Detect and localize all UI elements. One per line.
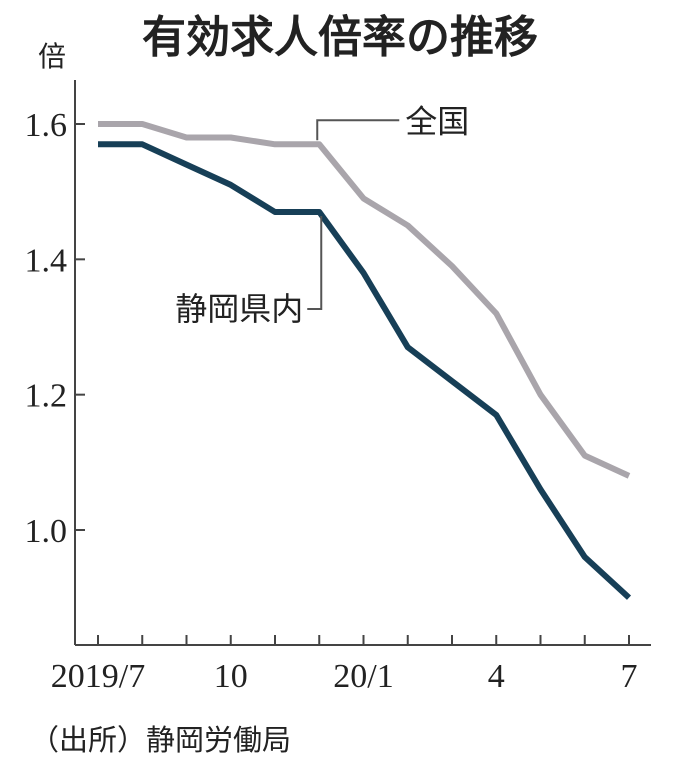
axes: 1.0 1.2 1.4 1.6 2019/7 10 20/1 4 7 <box>25 80 651 695</box>
callout-leader-national <box>316 119 400 141</box>
y-tick-label: 1.0 <box>25 513 68 550</box>
x-tick-label: 20/1 <box>333 658 393 695</box>
x-tick-label: 2019/7 <box>51 658 145 695</box>
source-note: （出所）静岡労働局 <box>30 723 291 757</box>
y-unit-label: 倍 <box>38 40 66 73</box>
y-tick-label: 1.6 <box>25 107 68 144</box>
x-tick-label: 10 <box>214 658 248 695</box>
callout-leader-shizuoka <box>307 215 323 310</box>
y-tick-label: 1.4 <box>25 242 68 279</box>
chart-title: 有効求人倍率の推移 <box>142 12 538 63</box>
series-lines <box>98 121 632 600</box>
callout-label-shizuoka: 静岡県内 <box>175 290 303 328</box>
callout-label-national: 全国 <box>405 102 469 140</box>
y-tick-label: 1.2 <box>25 378 68 415</box>
series-line-0 <box>98 121 631 479</box>
series-line-1 <box>98 141 632 600</box>
x-tick-label: 4 <box>488 658 505 695</box>
x-tick-label: 7 <box>621 658 638 695</box>
